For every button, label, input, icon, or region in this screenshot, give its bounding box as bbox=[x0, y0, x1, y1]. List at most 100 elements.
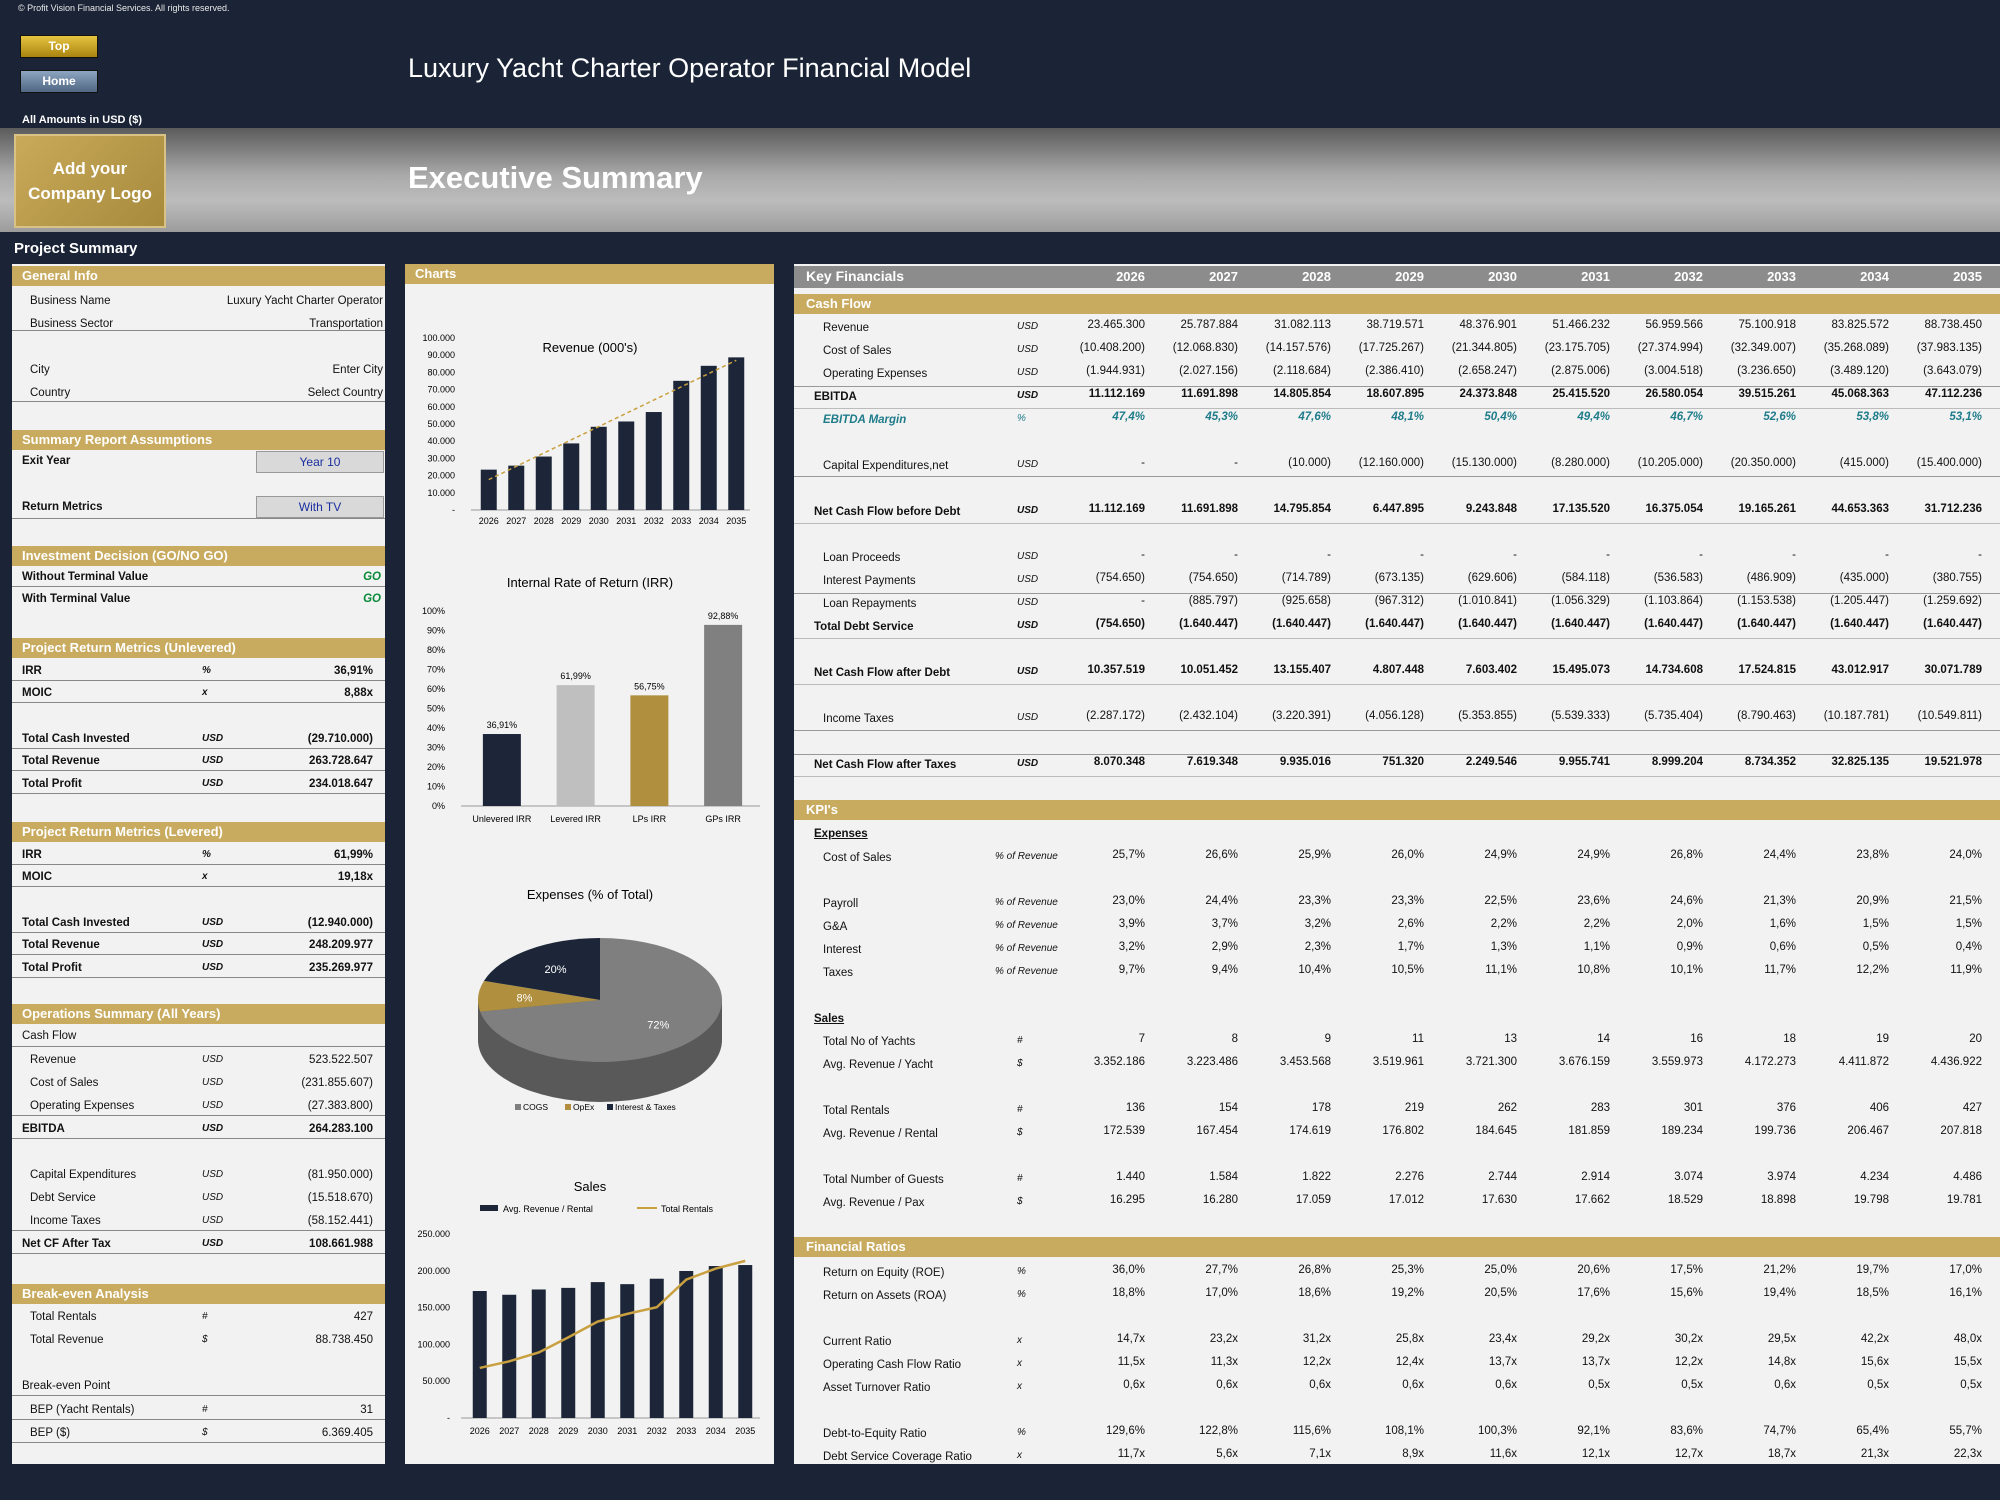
sales-bar bbox=[502, 1294, 517, 1418]
summary-row: Total Cash Invested USD (12.940.000) bbox=[12, 914, 385, 932]
kf-cell: 3,7% bbox=[1211, 918, 1238, 930]
y-tick-label: 10.000 bbox=[427, 488, 455, 498]
kf-cell: 50,4% bbox=[1484, 411, 1517, 423]
kf-cell: 26.580.054 bbox=[1645, 388, 1703, 400]
y-tick-label: 20.000 bbox=[427, 471, 455, 481]
key-financials-title: Key Financials bbox=[806, 268, 905, 284]
y-tick-label: 50.000 bbox=[427, 419, 455, 429]
row-label: Income Taxes bbox=[30, 1215, 101, 1227]
kf-cell: 189.234 bbox=[1661, 1125, 1703, 1137]
kf-cell: 21,3x bbox=[1860, 1448, 1889, 1460]
y-tick-label: 250.000 bbox=[417, 1229, 450, 1239]
kf-cell: 184.645 bbox=[1475, 1125, 1517, 1137]
summary-row: BEP (Yacht Rentals) #31 bbox=[12, 1401, 385, 1419]
kf-cell: 9.935.016 bbox=[1279, 756, 1331, 768]
x-tick-label: 2034 bbox=[706, 1426, 726, 1436]
kf-row-unit: USD bbox=[1017, 574, 1039, 585]
kf-row-unit: USD bbox=[1017, 758, 1039, 769]
divider bbox=[12, 864, 385, 865]
company-logo-placeholder[interactable]: Add your Company Logo bbox=[14, 134, 166, 228]
kf-cell: 283 bbox=[1590, 1102, 1610, 1114]
charts-panel: Charts Revenue (000's) - 10.000 20.000 30.00… bbox=[405, 264, 774, 1464]
kf-cell: 12,2x bbox=[1302, 1356, 1331, 1368]
kf-cell: 1,7% bbox=[1397, 941, 1424, 953]
return-metrics-input[interactable]: With TV bbox=[256, 496, 384, 518]
kf-cell: 4.411.872 bbox=[1838, 1056, 1889, 1068]
sales-bar bbox=[679, 1270, 694, 1418]
kf-row-unit: USD bbox=[1017, 390, 1039, 401]
kf-cell: (754.650) bbox=[1188, 572, 1238, 584]
kf-cell: 10,1% bbox=[1670, 964, 1703, 976]
kf-row-unit: $ bbox=[1017, 1058, 1023, 1069]
kf-cell: 11,6x bbox=[1489, 1448, 1517, 1460]
left-panel: General Info Business Name Luxury Yacht Ch… bbox=[12, 264, 385, 1464]
x-tick-label: 2028 bbox=[534, 516, 554, 526]
row-label: BEP ($) bbox=[30, 1427, 71, 1439]
kf-cell: 17,5% bbox=[1670, 1264, 1703, 1276]
year-header: 2033 bbox=[1767, 269, 1796, 284]
x-tick-label: 2028 bbox=[529, 1426, 549, 1436]
kf-cell: 23.465.300 bbox=[1087, 319, 1145, 331]
kf-cell: 1.584 bbox=[1209, 1171, 1238, 1183]
kf-cell: 24,9% bbox=[1577, 849, 1610, 861]
y-tick-label: 90.000 bbox=[427, 350, 455, 360]
assumptions-header: Summary Report Assumptions bbox=[12, 430, 385, 450]
kf-divider bbox=[794, 523, 2000, 524]
y-tick-label: 40.000 bbox=[427, 436, 455, 446]
kf-cell: 12,7x bbox=[1674, 1448, 1703, 1460]
kf-cell: 48,0x bbox=[1953, 1333, 1982, 1345]
kf-cell: 24,4% bbox=[1763, 849, 1796, 861]
kf-cell: 0,6x bbox=[1309, 1379, 1331, 1391]
divider bbox=[12, 748, 385, 749]
kf-cell: 17.135.520 bbox=[1552, 503, 1610, 515]
sales-bar bbox=[738, 1265, 753, 1418]
row-value: 61,99% bbox=[333, 849, 373, 861]
kf-cell: 23,4x bbox=[1488, 1333, 1517, 1345]
kf-divider bbox=[794, 386, 2000, 387]
kf-cell: 24,9% bbox=[1484, 849, 1517, 861]
kf-cell: (2.118.684) bbox=[1273, 365, 1331, 377]
top-button[interactable]: Top bbox=[20, 35, 98, 58]
kf-cell: (380.755) bbox=[1932, 572, 1982, 584]
x-tick-label: 2026 bbox=[470, 1426, 490, 1436]
kf-cell: 3.519.961 bbox=[1372, 1056, 1424, 1068]
kpis-section-header: KPI's bbox=[794, 800, 2000, 820]
kf-row-unit: % of Revenue bbox=[995, 943, 1058, 954]
kf-cell: - bbox=[1327, 549, 1331, 561]
sales-chart-title: Sales bbox=[574, 1179, 607, 1194]
kf-cell: 376 bbox=[1776, 1102, 1796, 1114]
kf-row-unit: USD bbox=[1017, 505, 1039, 516]
kf-cell: 9.243.848 bbox=[1465, 503, 1517, 515]
kf-cell: 16.295 bbox=[1109, 1194, 1145, 1206]
row-label: Business Sector bbox=[30, 318, 114, 330]
y-tick-label: 50.000 bbox=[422, 1376, 450, 1386]
revenue-bar bbox=[728, 357, 745, 510]
y-tick-label: - bbox=[447, 1413, 450, 1423]
kf-row-label: Total Debt Service bbox=[814, 621, 914, 633]
home-button[interactable]: Home bbox=[20, 70, 98, 93]
kf-cell: 18,7x bbox=[1767, 1448, 1796, 1460]
row-unit: USD bbox=[202, 1169, 224, 1180]
divider bbox=[12, 702, 385, 703]
pie-slice bbox=[483, 938, 600, 1000]
kf-cell: (415.000) bbox=[1839, 457, 1889, 469]
x-tick-label: 2031 bbox=[616, 516, 636, 526]
summary-row: Revenue USD 523.522.507 bbox=[12, 1051, 385, 1069]
summary-row: Total Revenue USD 248.209.977 bbox=[12, 936, 385, 954]
kf-cell: 1,3% bbox=[1490, 941, 1517, 953]
x-tick-label: 2034 bbox=[699, 516, 719, 526]
kf-cell: 9,7% bbox=[1118, 964, 1145, 976]
row-label: Total Revenue bbox=[22, 939, 100, 951]
kf-cell: 56.959.566 bbox=[1645, 319, 1703, 331]
legend-label: OpEx bbox=[573, 1102, 595, 1112]
y-tick-label: 90% bbox=[427, 626, 445, 636]
exit-year-input[interactable]: Year 10 bbox=[256, 451, 384, 473]
year-header: 2034 bbox=[1860, 269, 1889, 284]
pie-label: 8% bbox=[517, 993, 533, 1005]
kf-cell: 18,8% bbox=[1112, 1287, 1145, 1299]
divider bbox=[12, 770, 385, 771]
kf-cell: 14,8x bbox=[1767, 1356, 1796, 1368]
general-info-row: Business Sector Transportation bbox=[12, 315, 385, 333]
kf-cell: 0,6x bbox=[1216, 1379, 1238, 1391]
year-header: 2027 bbox=[1209, 269, 1238, 284]
